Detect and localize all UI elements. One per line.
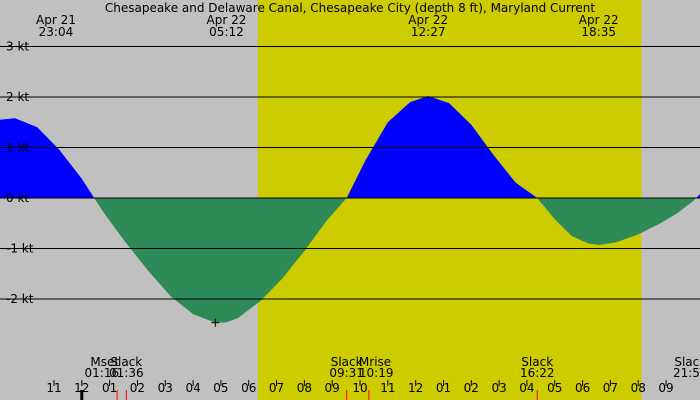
hour-tick-label-12: 11: [380, 381, 395, 395]
bottom-event-label-3: Mrise: [359, 355, 391, 369]
hour-tick-label-6: 05: [213, 381, 228, 395]
hour-tick-label-16: 03: [491, 381, 506, 395]
hour-tick-label-13: 12: [408, 381, 423, 395]
event-date-3: Apr 22: [579, 13, 619, 27]
hour-tick-label-4: 03: [158, 381, 173, 395]
bottom-event-label-1: Slack: [110, 355, 142, 369]
bottom-event-label-4: Slack: [521, 355, 553, 369]
hour-tick-label-17: 04: [519, 381, 534, 395]
hour-tick-label-21: 08: [631, 381, 646, 395]
hour-tick-label-19: 06: [575, 381, 590, 395]
hour-tick-label-18: 05: [547, 381, 562, 395]
event-time-2: 12:27: [411, 25, 446, 39]
y-tick-label: 0 kt: [6, 191, 29, 205]
hour-tick-label-2: 01: [102, 381, 117, 395]
y-tick-label: -1 kt: [6, 242, 34, 256]
event-date-2: Apr 22: [408, 13, 448, 27]
bottom-event-time-3: 10:19: [359, 366, 394, 380]
hour-tick-label-9: 08: [297, 381, 312, 395]
hour-tick-label-14: 01: [436, 381, 451, 395]
ebb-area-2: [94, 198, 347, 323]
bottom-event-label-2: Slack: [331, 355, 363, 369]
y-tick-label: 1 kt: [6, 141, 29, 155]
hour-tick-label-20: 07: [603, 381, 618, 395]
event-date-1: Apr 22: [207, 13, 247, 27]
bottom-event-time-2: 09:31: [329, 366, 364, 380]
flood-area-5: [696, 194, 700, 198]
hour-tick-label-0: 11: [46, 381, 61, 395]
hour-tick-label-5: 04: [185, 381, 200, 395]
hour-tick-label-10: 09: [325, 381, 340, 395]
bottom-event-time-1: 01:36: [109, 366, 144, 380]
hour-tick-label-15: 02: [464, 381, 479, 395]
flood-area-1: [0, 118, 95, 198]
chart-title: Chesapeake and Delaware Canal, Chesapeak…: [105, 1, 596, 15]
event-time-3: 18:35: [581, 25, 616, 39]
y-tick-label: -2 kt: [6, 292, 34, 306]
event-time-0: 23:04: [39, 25, 74, 39]
bottom-event-time-0: 01:16: [85, 366, 120, 380]
hour-tick-label-3: 02: [130, 381, 145, 395]
y-tick-label: 3 kt: [6, 40, 29, 54]
midnight-mark: [80, 390, 84, 400]
hour-tick-label-7: 06: [241, 381, 256, 395]
bottom-event-label-0: Mset: [90, 355, 119, 369]
hour-tick-label-8: 07: [269, 381, 284, 395]
bottom-event-time-5: 21:52: [673, 366, 700, 380]
event-time-1: 05:12: [209, 25, 244, 39]
hour-tick-label-1: 12: [74, 381, 89, 395]
y-tick-label: 2 kt: [6, 90, 29, 104]
ebb-area-4: [537, 198, 697, 245]
hour-tick-label-22: 09: [658, 381, 673, 395]
bottom-event-label-5: Slack: [674, 355, 700, 369]
bottom-event-time-4: 16:22: [520, 366, 555, 380]
hour-tick-label-11: 10: [352, 381, 367, 395]
event-date-0: Apr 21: [36, 13, 76, 27]
